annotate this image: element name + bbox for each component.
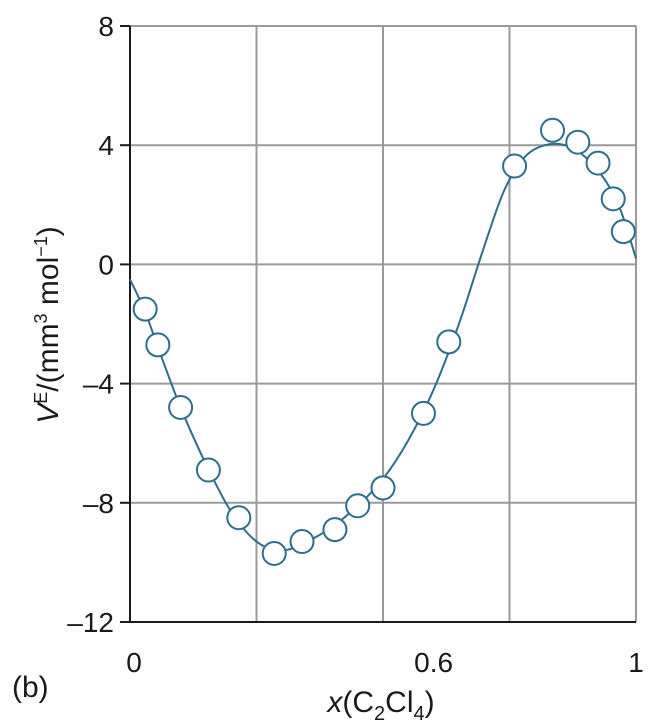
data-point-16 [585, 150, 611, 176]
x-tick-label: 0.6 [414, 647, 453, 678]
data-point-5 [226, 505, 252, 531]
data-point-14 [540, 117, 566, 143]
panel-label: (b) [12, 671, 49, 704]
data-point-6 [261, 540, 287, 566]
grid [130, 25, 637, 622]
data-points [132, 117, 636, 566]
data-point-12 [436, 329, 462, 355]
y-tick-labels: 8 4 0 –4 –8 –12 [67, 11, 114, 638]
x-tick-labels: 0 0.6 1 [126, 647, 644, 678]
data-point-8 [322, 517, 348, 543]
x-tick-label: 1 [628, 647, 644, 678]
y-tick-label: –8 [83, 488, 114, 519]
x-tick-label: 0 [126, 647, 142, 678]
data-point-9 [345, 493, 371, 519]
y-tick-label: 0 [98, 249, 114, 280]
data-point-13 [502, 153, 528, 179]
data-point-11 [410, 400, 436, 426]
data-point-17 [600, 186, 626, 212]
data-point-18 [610, 219, 636, 245]
y-tick-label: 4 [98, 130, 114, 161]
y-axis-label: VE/(mm3 mol−1) [31, 226, 65, 424]
data-point-3 [168, 394, 194, 420]
y-tick-label: 8 [98, 11, 114, 42]
data-point-15 [565, 129, 591, 155]
y-tick-label: –12 [67, 607, 114, 638]
data-point-7 [289, 529, 315, 555]
x-axis-label: x(C2Cl4) [325, 686, 434, 724]
y-tick-label: –4 [83, 369, 114, 400]
axes [120, 25, 636, 623]
data-point-4 [195, 457, 221, 483]
data-point-10 [370, 475, 396, 501]
data-point-2 [145, 332, 171, 358]
data-point-1 [132, 296, 158, 322]
